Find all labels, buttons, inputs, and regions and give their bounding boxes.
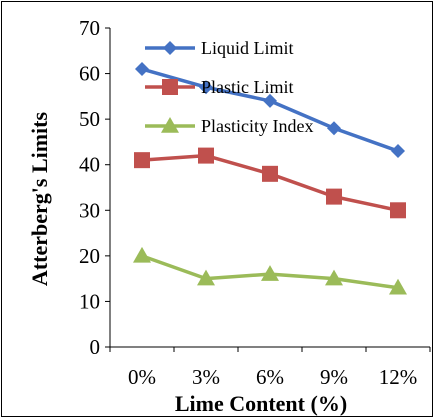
data-point-plastic-limit	[390, 202, 406, 219]
legend-marker-liquid-limit	[163, 41, 177, 55]
series-layer	[133, 62, 407, 295]
data-point-plastic-limit	[262, 165, 278, 182]
data-point-liquid-limit	[327, 121, 341, 136]
y-tick-label: 60	[79, 62, 100, 86]
series-line-plastic-limit	[141, 153, 399, 212]
y-tick-label: 40	[79, 153, 100, 177]
x-axis-title: Lime Content (%)	[175, 391, 347, 416]
data-point-plastic-limit	[134, 152, 150, 169]
y-tick-label: 10	[79, 289, 100, 313]
y-tick-label: 20	[79, 244, 100, 268]
data-point-plastic-limit	[326, 188, 342, 205]
data-point-liquid-limit	[263, 93, 277, 108]
x-tick-label: 0%	[128, 365, 156, 389]
y-axis-title: Atterberg's Limits	[27, 112, 52, 287]
data-point-plasticity-index	[389, 278, 407, 295]
y-tick-label: 50	[79, 107, 100, 131]
y-tick-label: 70	[79, 16, 100, 40]
x-tick-label: 9%	[320, 365, 348, 389]
data-point-liquid-limit	[135, 62, 149, 77]
series-plastic-limit	[134, 147, 406, 219]
legend: Liquid Limit Plastic Limit Plasticity Inde…	[145, 38, 313, 136]
legend-label-plasticity-index: Plasticity Index	[201, 116, 313, 136]
legend-marker-plastic-limit	[162, 79, 178, 95]
legend-marker-plasticity-index	[161, 117, 179, 133]
data-point-plasticity-index	[133, 246, 151, 263]
series-plasticity-index	[133, 246, 407, 295]
data-point-liquid-limit	[199, 80, 213, 95]
x-tick-label: 3%	[192, 365, 220, 389]
legend-label-liquid-limit: Liquid Limit	[201, 38, 294, 58]
y-tick-label: 30	[79, 198, 100, 222]
legend-label-plastic-limit: Plastic Limit	[201, 77, 294, 97]
data-point-plastic-limit	[198, 147, 214, 164]
data-point-liquid-limit	[391, 144, 405, 159]
x-tick-label: 6%	[256, 365, 284, 389]
data-point-plasticity-index	[325, 269, 343, 286]
data-point-plasticity-index	[197, 269, 215, 286]
data-point-plasticity-index	[261, 265, 279, 281]
x-tick-label: 12%	[379, 365, 418, 389]
axes: 0 10 20 30 40 50 60 70 0% 3% 6% 9% 12%	[79, 16, 431, 389]
series-liquid-limit	[135, 62, 405, 159]
y-tick-label: 0	[90, 335, 101, 359]
